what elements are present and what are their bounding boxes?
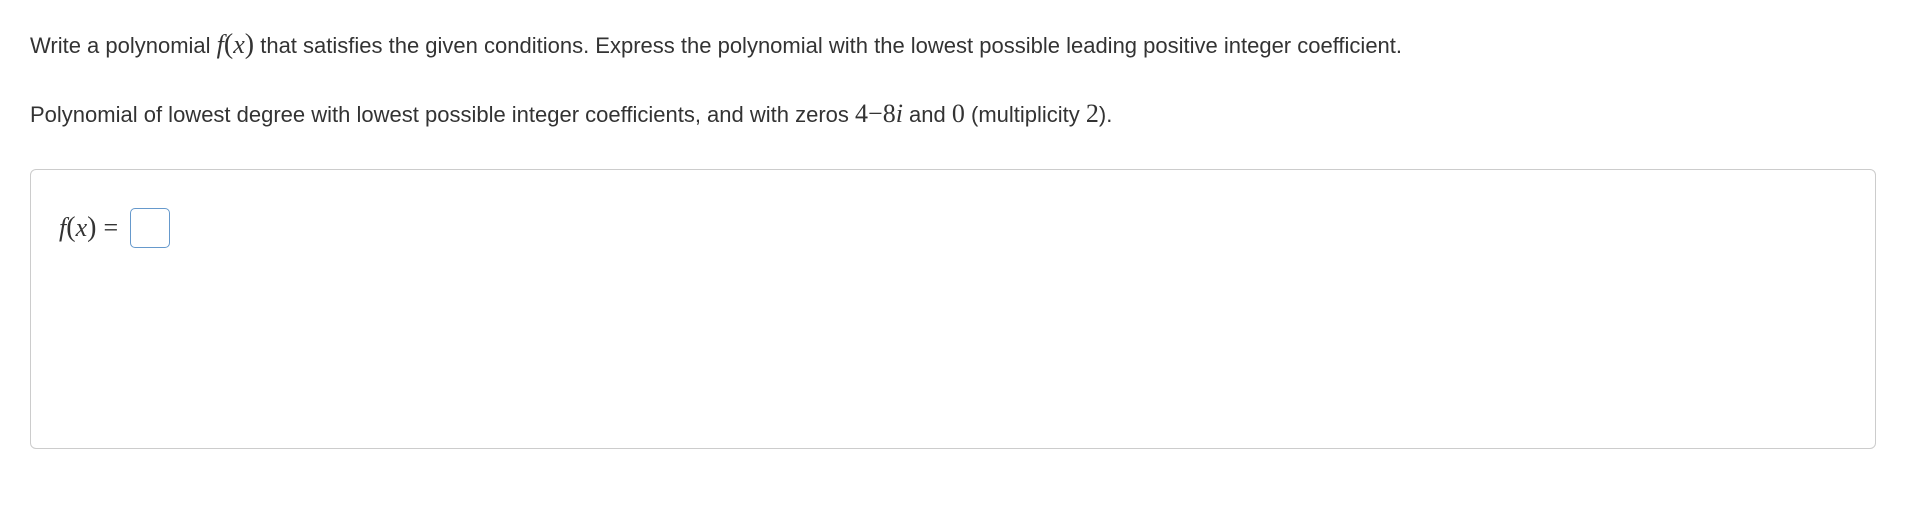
answer-fn-var: x bbox=[76, 213, 88, 242]
answer-row: f(x) = bbox=[59, 208, 1847, 248]
conditions-mult-pre: (multiplicity bbox=[965, 102, 1086, 127]
function-variable: x bbox=[233, 30, 245, 59]
conditions-mid: and bbox=[903, 102, 952, 127]
conditions-mult-post: ). bbox=[1099, 102, 1112, 127]
conditions-pre: Polynomial of lowest degree with lowest … bbox=[30, 102, 855, 127]
zero2: 0 bbox=[952, 99, 965, 128]
function-letter: f bbox=[217, 30, 224, 59]
answer-open-paren: ( bbox=[66, 212, 75, 243]
answer-input[interactable] bbox=[130, 208, 170, 248]
conditions-statement: Polynomial of lowest degree with lowest … bbox=[30, 94, 1876, 133]
open-paren: ( bbox=[224, 29, 233, 60]
zero1-imag-coef: 8 bbox=[883, 99, 896, 128]
answer-close-paren: ) bbox=[87, 212, 96, 243]
zero1-minus: − bbox=[868, 99, 883, 128]
intro-text-post: that satisfies the given conditions. Exp… bbox=[254, 33, 1402, 58]
answer-panel: f(x) = bbox=[30, 169, 1876, 449]
zero1-i: i bbox=[896, 99, 903, 128]
zero1-real: 4 bbox=[855, 99, 868, 128]
close-paren: ) bbox=[245, 29, 254, 60]
multiplicity: 2 bbox=[1086, 99, 1099, 128]
problem-statement: Write a polynomial f(x) that satisfies t… bbox=[30, 24, 1876, 66]
answer-equals: = bbox=[103, 213, 118, 242]
answer-label: f(x) = bbox=[59, 212, 118, 244]
intro-text-pre: Write a polynomial bbox=[30, 33, 217, 58]
